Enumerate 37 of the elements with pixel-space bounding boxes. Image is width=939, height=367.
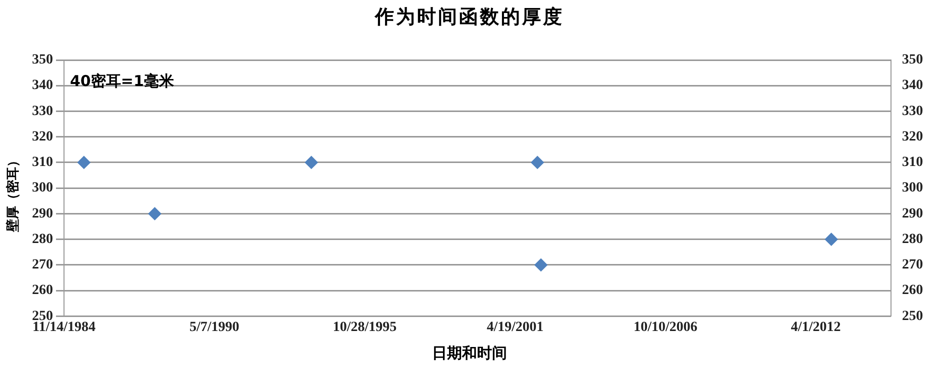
y-tick-label: 270 — [32, 258, 53, 273]
y2-tick-label: 300 — [902, 180, 923, 196]
point — [77, 156, 90, 169]
y2-tick-label: 320 — [902, 129, 923, 144]
y-tick-label: 340 — [32, 78, 53, 94]
y-tick-label: 280 — [32, 232, 53, 247]
y-tick-label: 330 — [32, 104, 53, 119]
y-tick-label: 310 — [32, 155, 53, 170]
y-tick-label: 290 — [32, 206, 53, 222]
y2-tick-label: 330 — [902, 104, 923, 119]
annotation: 40密耳=1毫米 — [70, 72, 174, 91]
y2-tick-label: 260 — [902, 283, 923, 298]
y2-tick-label: 280 — [902, 232, 923, 247]
x-tick-label: 10/28/1995 — [332, 320, 397, 336]
y-axis-title: 壁厚（密耳） — [4, 153, 22, 234]
x-tick-label: 5/7/1990 — [189, 320, 240, 336]
y2-tick-label: 340 — [902, 78, 923, 94]
y-tick-label: 320 — [32, 129, 53, 144]
x-tick-label: 4/19/2001 — [486, 320, 544, 336]
chart-title: 作为时间函数的厚度 — [374, 5, 565, 30]
y-tick-label: 300 — [32, 180, 53, 196]
y2-tick-label: 290 — [902, 206, 923, 222]
x-tick-label: 4/1/2012 — [790, 320, 841, 336]
x-tick-label: 10/10/2006 — [634, 320, 698, 336]
y2-tick-label: 350 — [902, 52, 923, 68]
y-tick-label: 350 — [32, 52, 53, 68]
y2-tick-label: 250 — [902, 308, 923, 324]
x-tick-label: 11/14/1984 — [32, 320, 96, 336]
y2-tick-label: 270 — [902, 258, 923, 273]
point — [534, 258, 548, 272]
point — [148, 207, 162, 220]
point — [304, 156, 318, 169]
point — [530, 156, 544, 169]
x-axis-title: 日期和时间 — [431, 344, 508, 363]
y-tick-label: 260 — [32, 283, 53, 298]
point — [824, 232, 838, 246]
y2-tick-label: 310 — [902, 155, 923, 170]
